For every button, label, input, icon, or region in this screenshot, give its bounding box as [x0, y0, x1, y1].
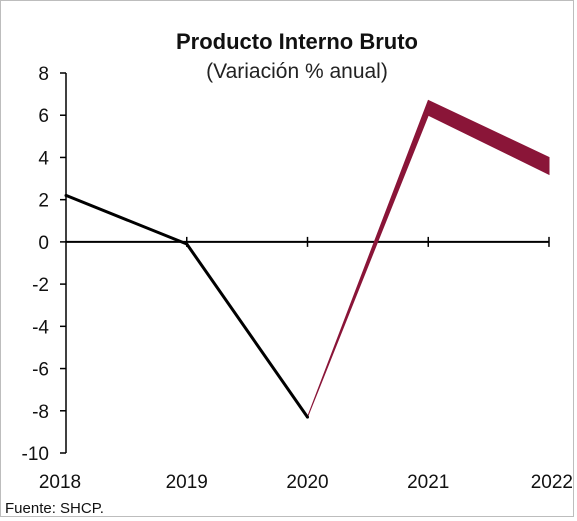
- x-tick-label: 2021: [407, 472, 449, 493]
- y-tick-label: -4: [32, 317, 49, 338]
- y-tick-label: -6: [32, 360, 49, 381]
- y-tick-label: 8: [38, 64, 49, 85]
- y-tick-label: 0: [38, 233, 49, 254]
- forecast-band: [307, 99, 550, 418]
- y-tick-label: 6: [38, 106, 49, 127]
- x-tick-label: 2019: [166, 472, 208, 493]
- y-axis: 8 6 4 2 0 -2 -4 -6 -8 -10: [22, 64, 67, 465]
- source-note: Fuente: SHCP.: [5, 500, 104, 517]
- data-point: [64, 193, 68, 197]
- y-tick-label: -8: [32, 402, 49, 423]
- x-tick-label: 2020: [286, 472, 328, 493]
- forecast-band-area: [307, 99, 550, 418]
- y-tick-label: -10: [22, 444, 49, 465]
- y-tick-label: -2: [32, 275, 49, 296]
- y-tick-label: 2: [38, 191, 49, 212]
- data-point: [185, 242, 189, 246]
- y-tick-label: 4: [38, 148, 49, 169]
- x-tick-label: 2022: [531, 472, 573, 493]
- chart-subtitle: (Variación % anual): [206, 60, 388, 83]
- chart-title: Producto Interno Bruto: [176, 29, 418, 54]
- series-line: [65, 194, 309, 418]
- x-tick-label: 2018: [39, 472, 81, 493]
- x-axis: 2018 2019 2020 2021 2022: [39, 236, 573, 493]
- series-lines: [64, 193, 309, 419]
- data-point: [306, 415, 309, 419]
